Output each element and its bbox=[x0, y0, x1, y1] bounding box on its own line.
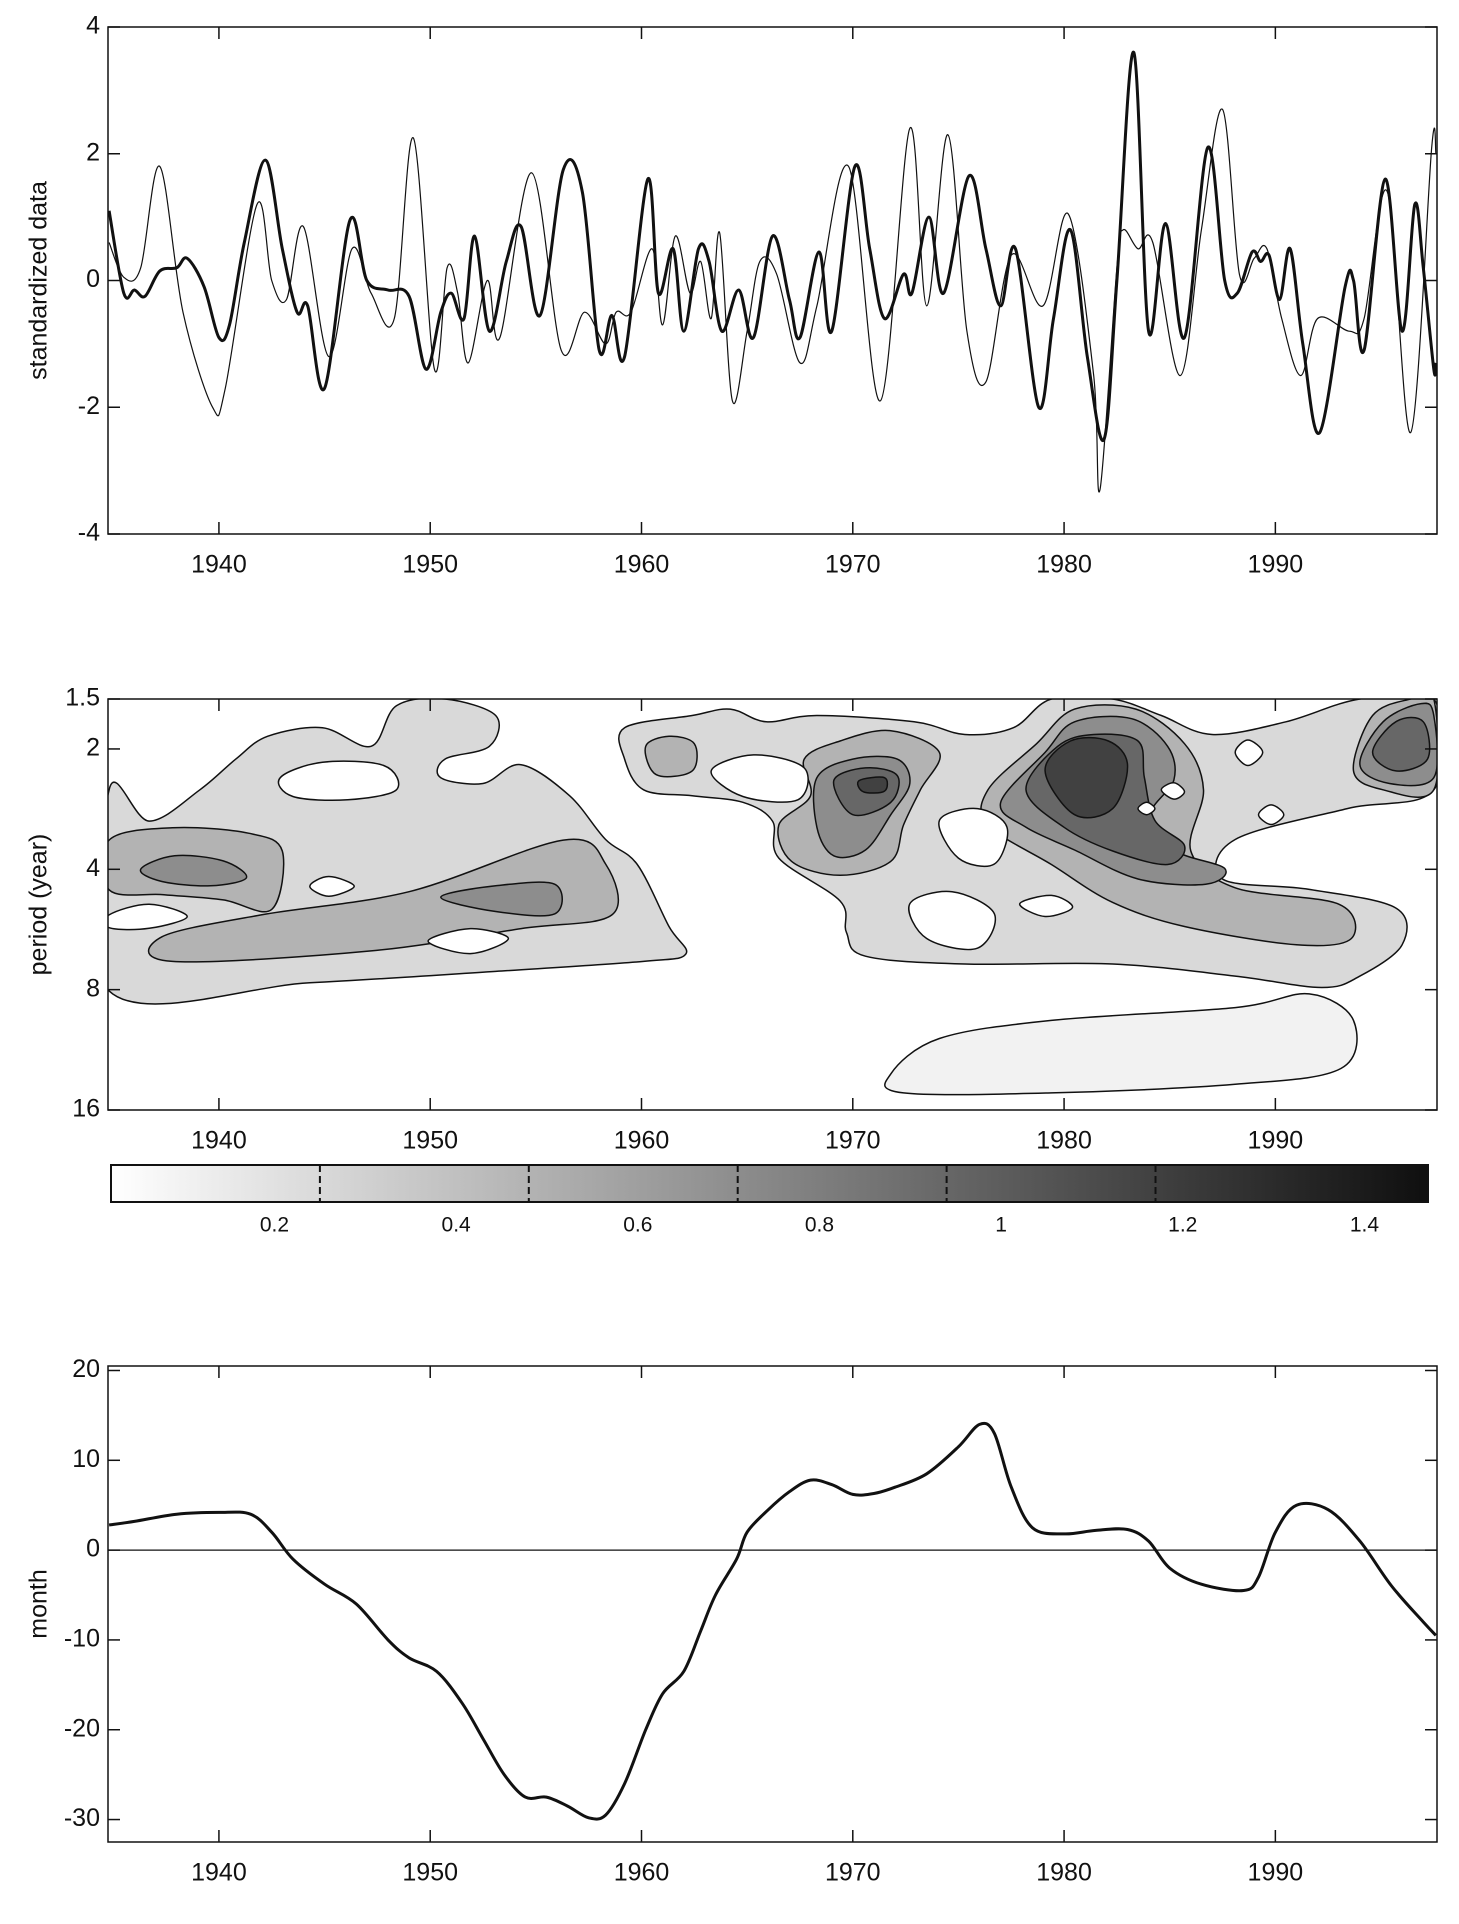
colorbar-tick-label: 1.4 bbox=[1350, 1214, 1380, 1237]
contour-hole bbox=[1137, 801, 1156, 816]
y-tick-label: -10 bbox=[64, 1625, 100, 1653]
axes-frame bbox=[107, 698, 1438, 1111]
y-tick-label: 2 bbox=[86, 734, 100, 762]
y-axis-label: standardized data bbox=[25, 181, 53, 380]
x-tick-label: 1950 bbox=[402, 551, 458, 579]
contour-hole bbox=[938, 807, 1009, 868]
y-tick-label: 0 bbox=[86, 1535, 100, 1563]
contour-hole bbox=[1257, 804, 1285, 826]
colorbar-tick-label: 1.2 bbox=[1168, 1214, 1197, 1237]
y-tick-label: 16 bbox=[72, 1095, 100, 1123]
colorbar-tick-label: 0.4 bbox=[442, 1214, 472, 1237]
plot-area bbox=[108, 699, 1437, 1096]
x-tick-label: 1990 bbox=[1248, 551, 1304, 579]
contour-region bbox=[1371, 716, 1431, 772]
x-tick-label: 1970 bbox=[825, 551, 881, 579]
x-tick-label: 1980 bbox=[1036, 551, 1092, 579]
y-tick-label: 10 bbox=[72, 1445, 100, 1473]
contour-region bbox=[884, 992, 1358, 1096]
data-line bbox=[108, 50, 1437, 443]
x-tick-label: 1960 bbox=[614, 1127, 670, 1155]
contour-hole bbox=[427, 927, 510, 955]
contour-hole bbox=[309, 875, 355, 897]
x-tick-label: 1990 bbox=[1248, 1859, 1304, 1887]
y-tick-label: -4 bbox=[78, 519, 100, 547]
plot-area bbox=[108, 50, 1437, 493]
x-tick-label: 1940 bbox=[191, 551, 247, 579]
x-tick-label: 1970 bbox=[825, 1859, 881, 1887]
y-tick-label: 0 bbox=[86, 265, 100, 293]
x-tick-label: 1990 bbox=[1248, 1127, 1304, 1155]
contour-hole bbox=[908, 890, 997, 951]
x-tick-label: 1970 bbox=[825, 1127, 881, 1155]
contour-hole bbox=[108, 903, 188, 931]
colorbar-tick-label: 0.6 bbox=[623, 1214, 652, 1237]
x-tick-label: 1960 bbox=[614, 1859, 670, 1887]
x-tick-label: 1960 bbox=[614, 551, 670, 579]
contour-hole bbox=[1018, 894, 1074, 918]
x-tick-label: 1950 bbox=[402, 1127, 458, 1155]
contour-region bbox=[856, 776, 889, 794]
x-tick-label: 1980 bbox=[1036, 1127, 1092, 1155]
contour-region bbox=[644, 735, 698, 778]
axes-frame bbox=[107, 1365, 1438, 1843]
contour-region bbox=[139, 854, 248, 887]
y-tick-label: 4 bbox=[86, 854, 100, 882]
x-tick-label: 1940 bbox=[191, 1859, 247, 1887]
y-tick-label: 20 bbox=[72, 1355, 100, 1383]
plot-area bbox=[108, 1421, 1437, 1821]
colorbar-tick-label: 0.2 bbox=[260, 1214, 289, 1237]
y-tick-label: 4 bbox=[86, 12, 100, 40]
data-line bbox=[108, 1421, 1437, 1821]
contour-region bbox=[1044, 736, 1129, 819]
y-tick-label: -2 bbox=[78, 392, 100, 420]
contour-region bbox=[440, 881, 563, 917]
y-tick-label: 2 bbox=[86, 138, 100, 166]
contour-hole bbox=[1160, 782, 1186, 800]
x-tick-label: 1980 bbox=[1036, 1859, 1092, 1887]
x-tick-label: 1950 bbox=[402, 1859, 458, 1887]
y-axis-label: month bbox=[25, 1569, 53, 1638]
colorbar-tick-label: 1 bbox=[995, 1214, 1007, 1237]
contour-hole bbox=[710, 754, 809, 803]
y-tick-label: 8 bbox=[86, 974, 100, 1002]
data-line bbox=[108, 108, 1437, 493]
y-tick-label: 1.5 bbox=[65, 684, 100, 712]
y-axis-label: period (year) bbox=[25, 834, 53, 976]
contour-hole bbox=[277, 760, 400, 802]
colorbar-tick-label: 0.8 bbox=[805, 1214, 834, 1237]
axes-frame bbox=[107, 26, 1438, 535]
y-tick-label: -20 bbox=[64, 1714, 100, 1742]
contour-hole bbox=[1234, 739, 1264, 767]
colorbar bbox=[110, 1164, 1429, 1203]
x-tick-label: 1940 bbox=[191, 1127, 247, 1155]
contour-region bbox=[147, 838, 619, 963]
y-tick-label: -30 bbox=[64, 1804, 100, 1832]
